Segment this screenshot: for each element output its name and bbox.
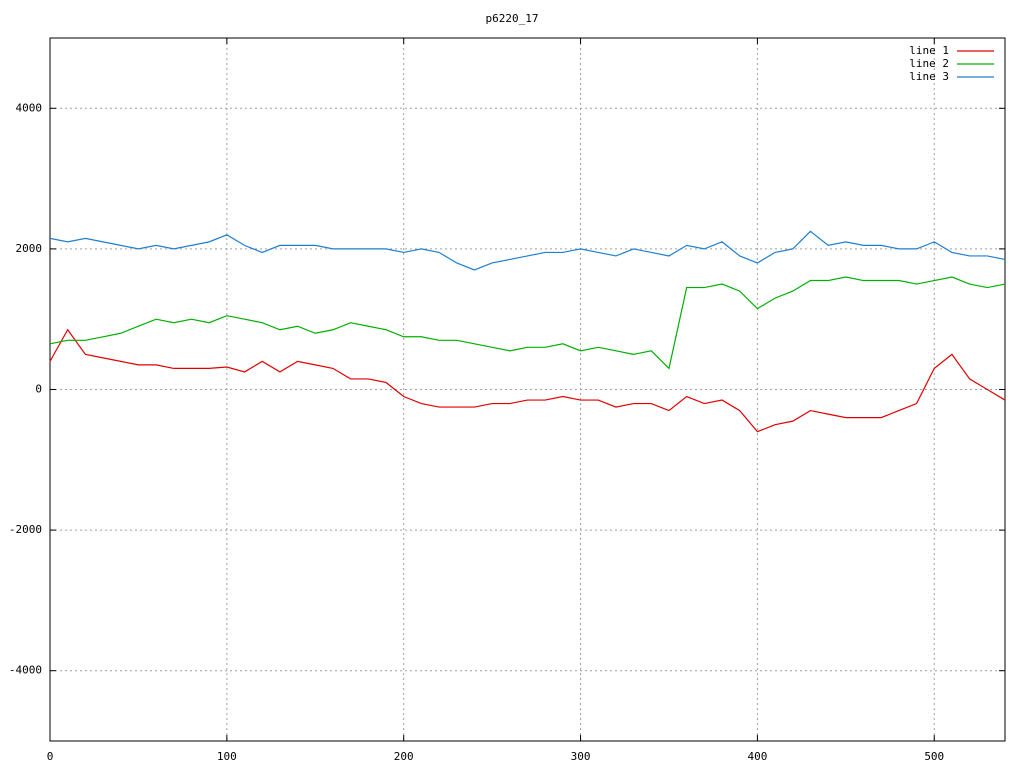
legend-label: line 1 xyxy=(909,44,949,57)
x-tick-label: 0 xyxy=(47,750,54,763)
legend-label: line 2 xyxy=(909,57,949,70)
legend-label: line 3 xyxy=(909,70,949,83)
y-tick-label: 4000 xyxy=(16,101,43,114)
data-line xyxy=(49,328,1006,433)
y-tick-label: -2000 xyxy=(9,523,42,536)
plot-border xyxy=(49,37,1006,742)
x-tick-label: 400 xyxy=(747,750,767,763)
data-line xyxy=(49,276,1006,370)
x-tick-label: 100 xyxy=(217,750,237,763)
y-tick-label: 2000 xyxy=(16,242,43,255)
y-tick-label: 0 xyxy=(35,383,42,396)
x-tick-label: 200 xyxy=(394,750,414,763)
chart-title: p6220_17 xyxy=(486,12,539,25)
y-tick-label: -4000 xyxy=(9,664,42,677)
data-line xyxy=(49,230,1006,271)
x-tick-label: 300 xyxy=(571,750,591,763)
x-tick-label: 500 xyxy=(924,750,944,763)
